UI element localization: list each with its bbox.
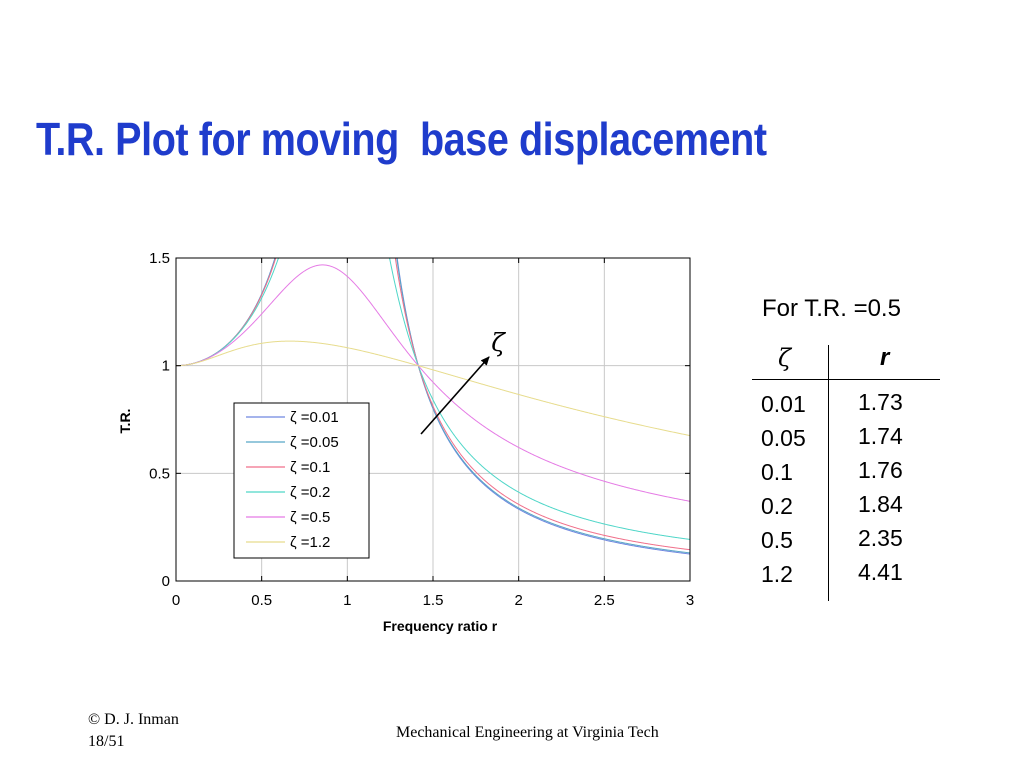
y-tick-label: 0.5: [149, 465, 170, 482]
r-cell: 1.74: [858, 423, 903, 449]
legend-label: ζ =0.5: [290, 509, 330, 526]
series-line: [176, 264, 690, 502]
axis-ticks: 0 0.5 1 1.5 2 2.5 3 0 0.5 1 1.5: [149, 250, 694, 609]
legend-label: ζ =0.05: [290, 434, 339, 451]
table-header-r: r: [880, 344, 890, 371]
footer-left: © D. J. Inman 18/51: [88, 709, 179, 753]
zeta-cell: 1.2: [761, 561, 793, 587]
y-tick-label: 1.5: [149, 250, 170, 267]
page-number: 18/51: [88, 733, 125, 750]
r-cell: 4.41: [858, 559, 903, 585]
y-tick-label: 1: [162, 358, 170, 375]
x-tick-label: 1: [343, 592, 351, 609]
damping-arrow: [420, 356, 490, 435]
x-tick-label: 0: [172, 592, 180, 609]
copyright-text: © D. J. Inman: [88, 711, 179, 728]
slide-title: T.R. Plot for moving base displacement: [36, 113, 767, 165]
legend-label: ζ =0.2: [290, 484, 330, 501]
y-axis-label: T.R.: [117, 409, 133, 434]
r-cell: 1.76: [858, 457, 903, 483]
r-column: 1.73 1.74 1.76 1.84 2.35 4.41: [858, 385, 903, 589]
r-cell: 2.35: [858, 525, 903, 551]
zeta-cell: 0.1: [761, 459, 793, 485]
x-tick-label: 2.5: [594, 592, 615, 609]
table-title: For T.R. =0.5: [762, 295, 901, 322]
y-tick-label: 0: [162, 573, 170, 590]
series-line: [176, 258, 690, 540]
zeta-cell: 0.5: [761, 527, 793, 553]
table-column-divider: [828, 345, 829, 601]
zeta-cell: 0.05: [761, 425, 806, 451]
series-line: [176, 340, 690, 437]
x-axis-label: Frequency ratio r: [383, 618, 498, 634]
x-tick-label: 2: [514, 592, 522, 609]
r-cell: 1.73: [858, 389, 903, 415]
table-header-zeta: ζ: [778, 344, 792, 372]
r-cell: 1.84: [858, 491, 903, 517]
zeta-annotation: ζ: [491, 328, 506, 357]
legend: ζ =0.01 ζ =0.05 ζ =0.1 ζ =0.2 ζ =0.5 ζ =1.2: [233, 402, 370, 559]
x-tick-label: 0.5: [251, 592, 272, 609]
legend-label: ζ =0.1: [290, 459, 330, 476]
table-header-divider: [752, 379, 940, 380]
legend-label: ζ =0.01: [290, 409, 339, 426]
footer-institution: Mechanical Engineering at Virginia Tech: [396, 724, 659, 741]
legend-label: ζ =1.2: [290, 534, 330, 551]
zeta-cell: 0.2: [761, 493, 793, 519]
curves: [176, 258, 690, 555]
legend-box: [233, 402, 370, 559]
x-tick-label: 1.5: [423, 592, 444, 609]
zeta-cell: 0.01: [761, 391, 806, 417]
zeta-column: 0.01 0.05 0.1 0.2 0.5 1.2: [761, 387, 806, 591]
series-line: [176, 258, 690, 551]
x-tick-label: 3: [686, 592, 694, 609]
